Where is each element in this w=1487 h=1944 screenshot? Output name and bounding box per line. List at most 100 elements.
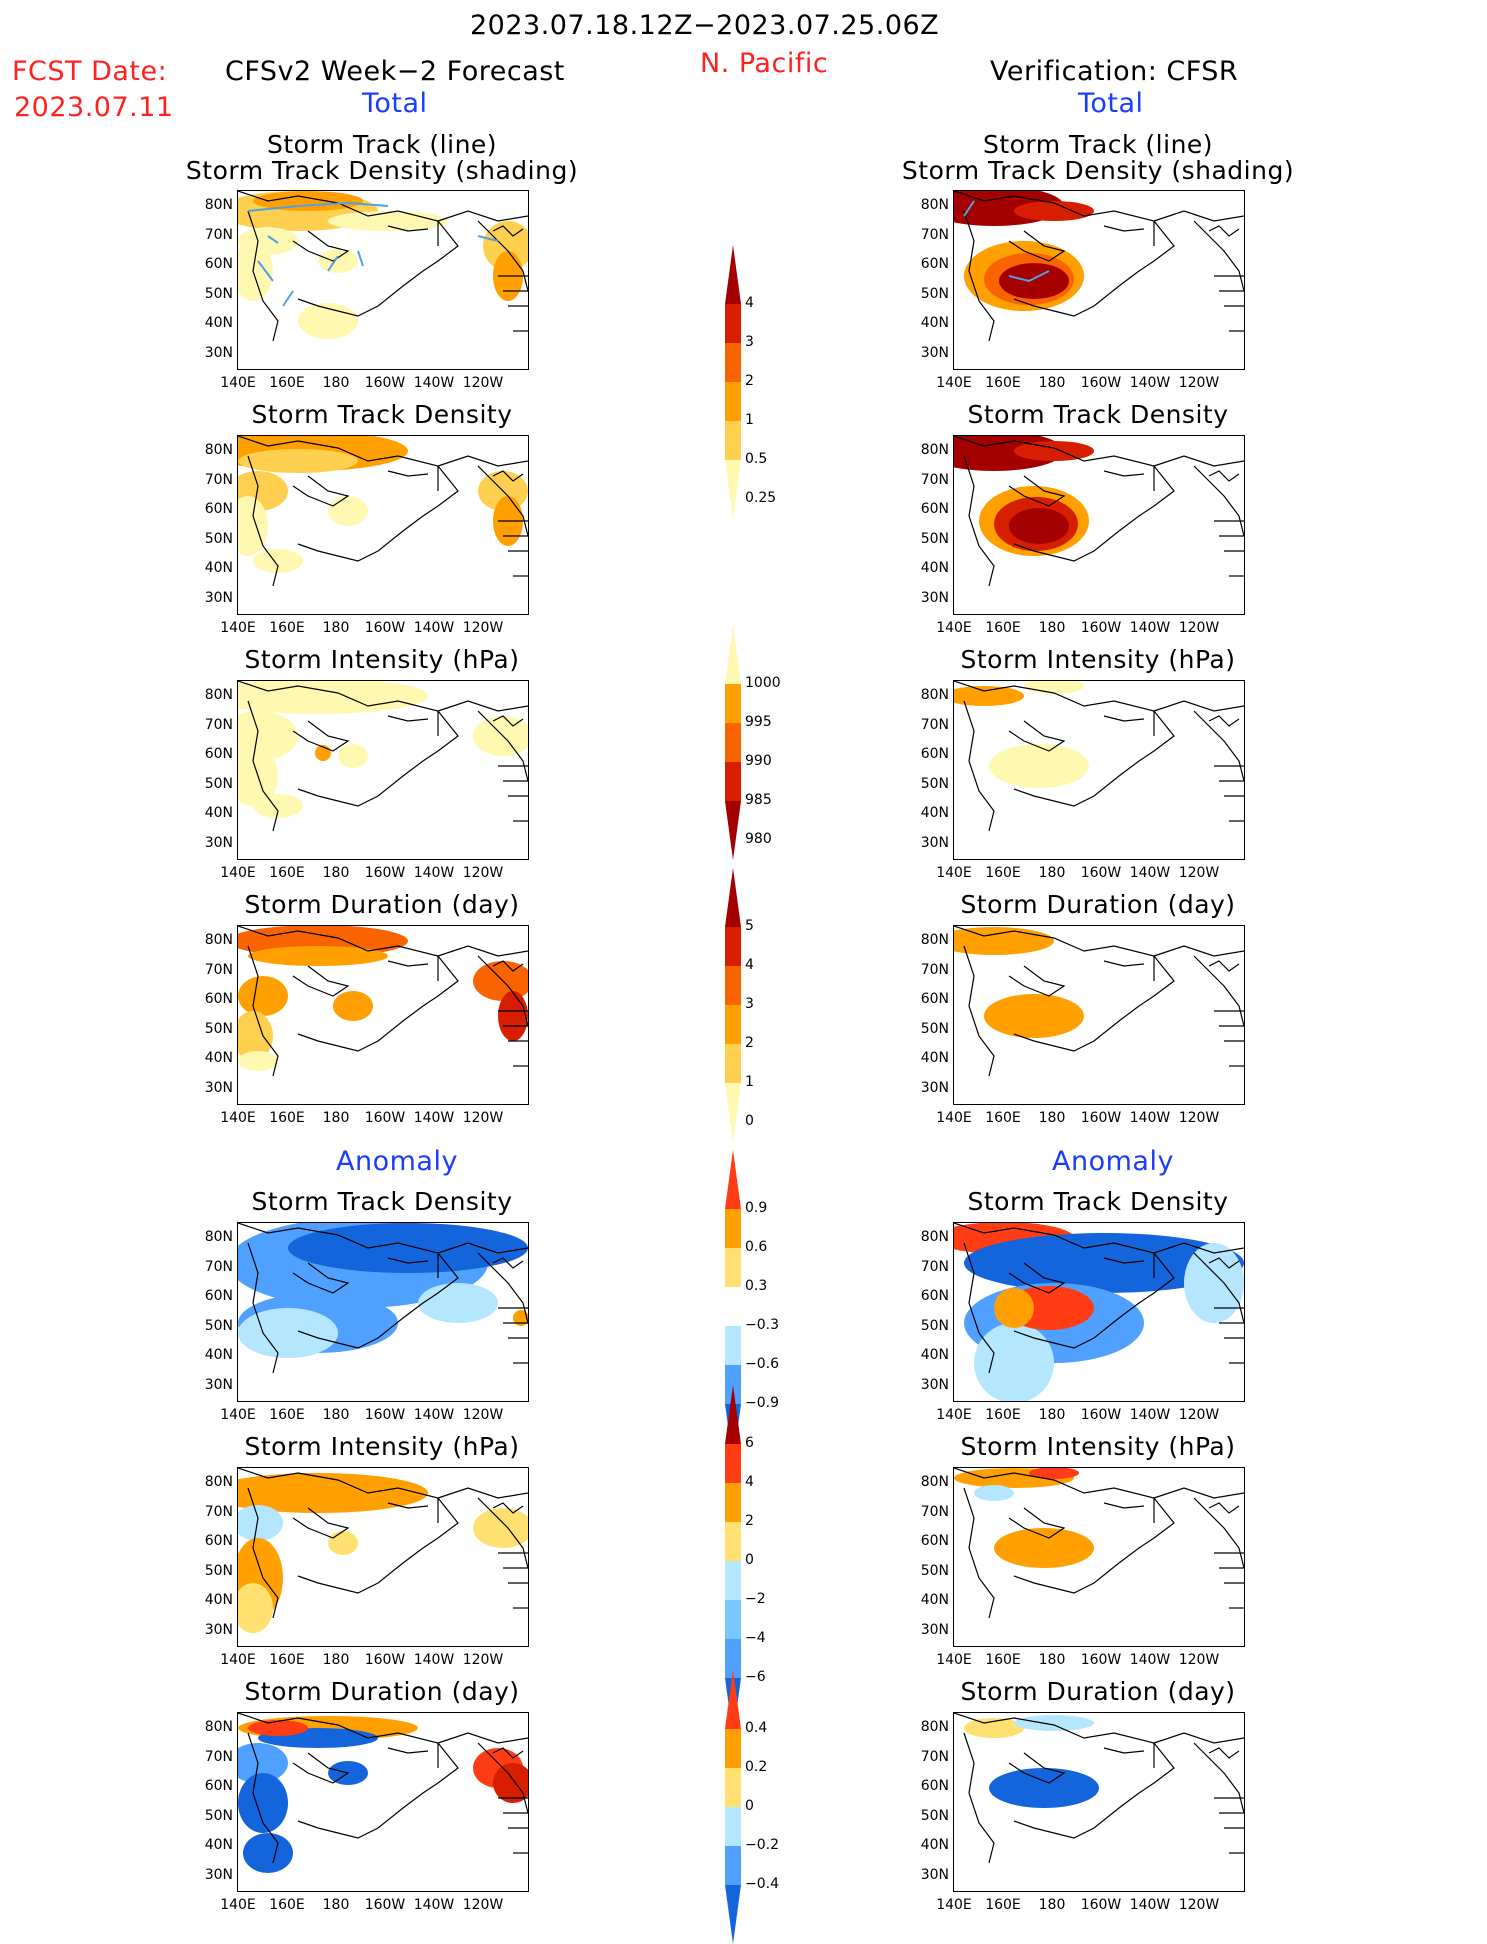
colorbar-label: 985	[745, 792, 772, 808]
lon-tick-label: 140W	[413, 620, 455, 636]
coastline	[387, 715, 429, 722]
lon-tick-label: 140E	[220, 375, 256, 391]
coastline	[963, 945, 995, 1077]
lon-tick-label: 160W	[364, 1110, 406, 1126]
shaded-region	[238, 681, 428, 714]
lon-tick-label: 140E	[936, 1897, 972, 1913]
colorbar-segment	[725, 1600, 741, 1639]
lon-tick-label: 140E	[220, 1110, 256, 1126]
lat-tick-label: 60N	[204, 501, 233, 517]
coastline	[1008, 1262, 1066, 1294]
lon-tick-label: 160E	[985, 1897, 1021, 1913]
coastline	[1103, 470, 1145, 477]
lat-tick-label: 60N	[204, 1533, 233, 1549]
coastline	[963, 1487, 995, 1619]
shaded-region	[238, 496, 268, 556]
colorbar-segment	[725, 1561, 741, 1600]
storm-track-line	[282, 290, 294, 307]
map-canvas	[954, 436, 1244, 587]
lat-tick-label: 30N	[920, 344, 949, 361]
map-canvas	[954, 1713, 1244, 1864]
colorbar-segment	[725, 1365, 741, 1404]
colorbar-label: −0.6	[745, 1356, 779, 1372]
map-canvas	[238, 436, 528, 587]
lon-tick-label: 120W	[1178, 865, 1220, 881]
shaded-region	[989, 1768, 1099, 1808]
colorbar-label: 0	[745, 1113, 754, 1129]
colorbar-label: 2	[745, 1513, 754, 1529]
shaded-region	[1024, 681, 1084, 694]
coastline	[954, 1468, 1175, 1594]
lon-tick-label: 160E	[269, 1110, 305, 1126]
lat-tick-label: 70N	[204, 1503, 233, 1520]
panel-title: Storm Track (line)	[266, 130, 498, 159]
colorbar-cap	[725, 801, 741, 860]
colorbar-label: 0.9	[745, 1200, 768, 1216]
lat-tick-label: 70N	[920, 1503, 949, 1520]
map-canvas	[954, 681, 1244, 832]
coastline	[292, 230, 350, 262]
map-panel	[237, 1712, 529, 1892]
map-canvas	[238, 681, 528, 832]
lat-tick-label: 60N	[204, 1778, 233, 1794]
coastline	[477, 220, 528, 292]
coastline	[1208, 715, 1240, 727]
colorbar-cap	[725, 1083, 741, 1142]
lat-tick-label: 40N	[204, 805, 233, 821]
shaded-region	[253, 794, 303, 818]
coastline	[387, 1257, 429, 1264]
colorbar-segment	[725, 421, 741, 460]
storm-track-line	[1008, 270, 1050, 283]
lon-tick-label: 160E	[985, 375, 1021, 391]
shaded-region	[1014, 441, 1094, 461]
colorbar-cap	[725, 625, 741, 684]
colorbar-segment	[725, 1729, 741, 1768]
lon-tick-label: 160E	[269, 1897, 305, 1913]
map-panel	[237, 190, 529, 370]
colorbar-segment	[725, 1768, 741, 1807]
lat-tick-label: 60N	[204, 1288, 233, 1304]
lat-tick-label: 30N	[920, 834, 949, 851]
coastline	[1153, 455, 1244, 467]
shaded-region	[333, 991, 373, 1021]
colorbar-label: −0.4	[745, 1876, 779, 1892]
lon-tick-label: 160W	[1080, 1897, 1122, 1913]
lon-tick-label: 180	[1038, 1407, 1066, 1423]
lat-tick-label: 50N	[204, 1317, 233, 1334]
coastline	[492, 715, 524, 727]
shaded-region	[238, 1743, 288, 1783]
lon-tick-label: 160E	[269, 1407, 305, 1423]
lat-tick-label: 80N	[204, 687, 233, 703]
colorbar-label: 4	[745, 1474, 754, 1490]
colorbar-segment	[725, 966, 741, 1005]
coastline	[292, 475, 350, 507]
coastline	[1208, 1502, 1240, 1514]
map-panel	[953, 1222, 1245, 1402]
coastline	[1193, 710, 1244, 782]
lat-tick-label: 70N	[204, 1258, 233, 1275]
colorbar-label: 1000	[745, 675, 781, 691]
lon-tick-label: 120W	[1178, 1110, 1220, 1126]
coastline	[292, 1752, 350, 1784]
lat-tick-label: 30N	[204, 1621, 233, 1638]
lon-tick-label: 140E	[220, 1897, 256, 1913]
panel-title: Storm Track Density (shading)	[185, 156, 579, 185]
panel-title: Storm Track (line)	[982, 130, 1214, 159]
lon-tick-label: 120W	[1178, 620, 1220, 636]
colorbar-label: 2	[745, 1035, 754, 1051]
map-panel	[237, 925, 529, 1105]
shaded-region	[974, 1485, 1014, 1501]
lon-tick-label: 140W	[413, 375, 455, 391]
panel-title: Storm Duration (day)	[244, 890, 520, 919]
lon-tick-label: 180	[1038, 1652, 1066, 1668]
left-column-title: CFSv2 Week−2 Forecast	[225, 56, 565, 87]
coastline	[387, 1747, 429, 1754]
lat-tick-label: 40N	[204, 1592, 233, 1608]
shaded-region	[994, 1528, 1094, 1568]
coastline	[954, 1713, 1175, 1839]
shaded-region	[238, 241, 273, 301]
coastline	[437, 455, 528, 467]
coastline	[247, 210, 279, 342]
lat-tick-label: 50N	[204, 1020, 233, 1037]
lat-tick-label: 60N	[204, 991, 233, 1007]
